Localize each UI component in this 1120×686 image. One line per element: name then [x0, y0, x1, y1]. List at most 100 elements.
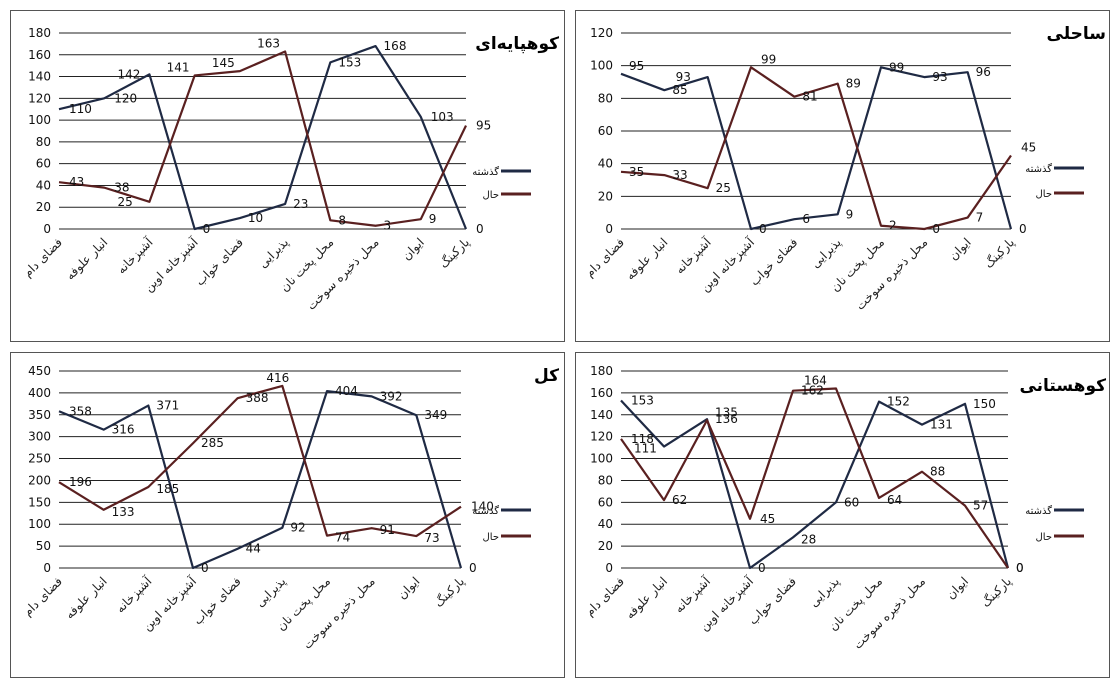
y-tick-label: 180 — [28, 26, 51, 40]
y-tick-label: 80 — [598, 473, 613, 487]
data-label: 74 — [335, 531, 350, 545]
legend-label: گذشته — [1025, 163, 1052, 175]
x-category-label: فضای دام — [20, 574, 65, 619]
x-category-label: ایوان — [395, 574, 423, 602]
y-tick-label: 100 — [590, 452, 613, 466]
data-label: 140 — [471, 500, 494, 514]
data-label: 0 — [1019, 222, 1027, 236]
y-tick-label: 60 — [36, 157, 51, 171]
y-tick-label: 0 — [605, 561, 613, 575]
data-label: 416 — [266, 371, 289, 385]
y-tick-label: 450 — [28, 364, 51, 378]
data-label: 9 — [429, 212, 437, 226]
x-category-label: پذیرایی — [807, 574, 843, 610]
data-label: 38 — [114, 181, 129, 195]
data-label: 57 — [973, 499, 988, 513]
series-line-past — [620, 399, 1010, 570]
legend-label: حال — [1036, 189, 1053, 200]
data-label: 150 — [973, 397, 996, 411]
data-label: 25 — [716, 181, 731, 195]
series-line-present — [58, 384, 462, 538]
data-label: 8 — [338, 213, 346, 227]
data-label: 111 — [634, 442, 657, 456]
chart-panel-saheli: 0 20 40 60 80 100 120 فضای دام انبار علوفه آشپزخا… — [575, 10, 1110, 342]
data-label: 371 — [156, 399, 179, 413]
data-label: 285 — [201, 436, 224, 450]
chart-panel-kuhpayei: 0 20 40 60 80 100 120 140 160 180 فضای دام انبار عل… — [10, 10, 565, 342]
data-label: 358 — [69, 404, 92, 418]
data-label: 23 — [293, 197, 308, 211]
data-label: 163 — [257, 37, 280, 51]
y-tick-label: 350 — [28, 408, 51, 422]
data-label: 349 — [424, 408, 447, 422]
x-category-label: انبار علوفه — [623, 235, 671, 283]
legend-label: گذشته — [472, 505, 499, 517]
data-label: 7 — [976, 211, 984, 225]
x-category-label: پارکینگ — [981, 235, 1017, 271]
data-label: 135 — [715, 405, 738, 419]
y-tick-label: 250 — [28, 452, 51, 466]
data-label: 316 — [112, 423, 135, 437]
y-tick-label: 400 — [28, 386, 51, 400]
y-tick-label: 60 — [598, 124, 613, 138]
y-tick-label: 20 — [36, 200, 51, 214]
data-label: 0 — [201, 561, 209, 575]
data-label: 392 — [380, 389, 403, 403]
x-category-label: پارکینگ — [431, 574, 467, 610]
data-label: 0 — [759, 222, 767, 236]
data-label: 196 — [69, 475, 92, 489]
legend-label: حال — [483, 190, 500, 201]
data-label: 0 — [469, 561, 477, 575]
data-label: 152 — [887, 395, 910, 409]
y-tick-label: 120 — [590, 430, 613, 444]
y-tick-label: 200 — [28, 473, 51, 487]
data-label: 10 — [248, 211, 263, 225]
data-label: 9 — [846, 207, 854, 221]
y-tick-label: 100 — [28, 517, 51, 531]
data-label: 64 — [887, 493, 902, 507]
y-tick-label: 20 — [598, 189, 613, 203]
data-label: 99 — [761, 52, 776, 66]
data-label: 43 — [69, 175, 84, 189]
x-category-label: ایوان — [399, 235, 427, 263]
y-tick-label: 300 — [28, 430, 51, 444]
y-tick-label: 40 — [598, 517, 613, 531]
y-tick-label: 160 — [590, 386, 613, 400]
data-label: 35 — [629, 165, 644, 179]
data-label: 28 — [801, 532, 816, 546]
data-label: 185 — [156, 482, 179, 496]
y-tick-label: 120 — [590, 26, 613, 40]
data-label: 92 — [290, 521, 305, 535]
series-line-past — [620, 66, 1013, 231]
chart-svg-kol: 0 50 100 150 200 250 300 350 400 450 فضای دامانبار… — [20, 364, 559, 652]
data-label: 25 — [117, 195, 132, 209]
data-label: 33 — [672, 168, 687, 182]
data-label: 73 — [424, 531, 439, 545]
y-tick-label: 120 — [28, 91, 51, 105]
data-label: 153 — [338, 55, 361, 69]
y-tick-label: 100 — [590, 59, 613, 73]
x-category-label: پارکینگ — [978, 574, 1014, 610]
data-label: 164 — [804, 374, 827, 388]
data-label: 0 — [476, 222, 484, 236]
chart-title: ساحلی — [1047, 24, 1107, 44]
chart-title: کوهپایه‌ای — [475, 34, 559, 54]
x-category-label: فضای دام — [20, 235, 65, 280]
data-label: 0 — [758, 561, 766, 575]
y-tick-label: 160 — [28, 48, 51, 62]
data-label: 388 — [246, 391, 269, 405]
x-category-label: پذیرایی — [253, 574, 289, 610]
data-label: 131 — [930, 418, 953, 432]
y-tick-label: 60 — [598, 495, 613, 509]
data-label: 0 — [1016, 561, 1024, 575]
series-line-present — [620, 66, 1012, 231]
data-label: 141 — [167, 60, 190, 74]
x-category-label: پذیرایی — [808, 235, 844, 271]
data-label: 118 — [631, 432, 654, 446]
legend-label: گذشته — [472, 166, 499, 178]
chart-panel-kuhestani: 0 20 40 60 80 100 120 140 160 180 فضای دام انبار عل… — [575, 352, 1110, 678]
x-category-label: فضای خواب — [193, 235, 247, 289]
data-label: 120 — [114, 91, 137, 105]
y-tick-label: 140 — [590, 408, 613, 422]
